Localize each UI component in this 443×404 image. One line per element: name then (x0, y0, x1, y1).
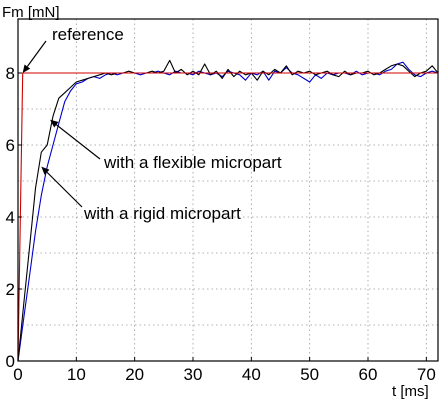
annotation-arrowhead-reference (22, 64, 31, 73)
series-lines (17, 59, 439, 362)
x-axis-label: t [ms] (392, 383, 429, 400)
x-tick-label: 10 (67, 365, 86, 384)
x-tick-label: 20 (125, 365, 144, 384)
annotation-arrow-reference (26, 40, 47, 67)
x-tick-label: 70 (417, 365, 436, 384)
x-tick-label: 30 (184, 365, 203, 384)
x-tick-label: 0 (13, 365, 22, 384)
annotation-rigid-micropart: with a rigid micropart (83, 204, 241, 223)
series-line-1 (17, 59, 439, 362)
annotation-arrowhead-rigid (41, 166, 50, 175)
annotation-flexible-micropart: with a flexible micropart (103, 153, 282, 172)
y-tick-label: 2 (6, 280, 15, 299)
annotations: reference with a flexible micropart with… (22, 25, 282, 223)
x-tick-label: 50 (300, 365, 319, 384)
y-tick-label: 8 (6, 64, 15, 83)
annotation-reference: reference (52, 25, 124, 44)
y-tick-label: 6 (6, 136, 15, 155)
x-tick-label: 40 (242, 365, 261, 384)
grid (18, 19, 438, 361)
annotation-arrow-flexible (56, 124, 101, 160)
annotation-arrowhead-flexible (50, 119, 59, 128)
y-tick-label: 0 (6, 352, 15, 371)
x-tick-label: 60 (359, 365, 378, 384)
series-line-0 (17, 72, 438, 362)
annotation-arrow-rigid (46, 171, 83, 208)
y-tick-label: 4 (6, 208, 15, 227)
axis-ticks: 0 10 20 30 40 50 60 70 0 2 4 6 8 (6, 64, 436, 384)
plot-frame (17, 18, 439, 362)
y-axis-label: Fm [mN] (2, 4, 60, 21)
